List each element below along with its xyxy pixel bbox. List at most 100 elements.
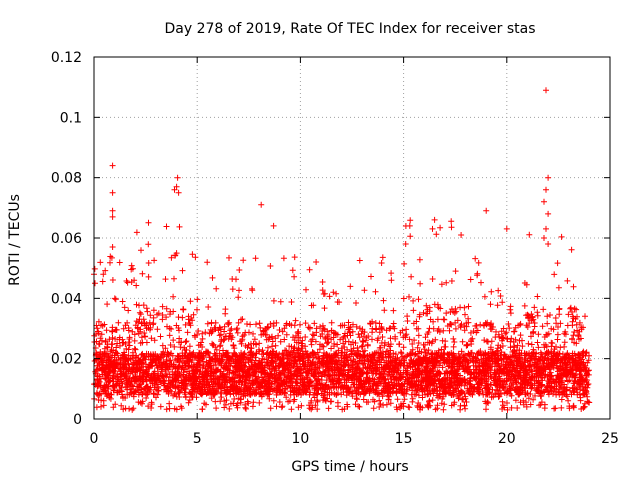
data-point xyxy=(472,255,479,262)
data-point xyxy=(163,305,170,312)
data-point xyxy=(517,352,524,359)
data-point xyxy=(498,328,505,335)
data-point xyxy=(528,311,535,318)
data-point xyxy=(151,337,158,344)
data-point xyxy=(448,278,455,284)
data-point xyxy=(420,354,427,361)
data-point xyxy=(580,392,587,398)
data-point xyxy=(448,224,455,231)
data-point xyxy=(176,370,183,377)
data-point xyxy=(400,369,407,376)
y-axis-title: ROTI / TECUs xyxy=(7,194,23,286)
data-point xyxy=(406,404,413,411)
data-point xyxy=(377,374,384,381)
data-point xyxy=(279,403,286,410)
data-point xyxy=(291,360,298,367)
data-point xyxy=(544,313,551,320)
data-point xyxy=(292,317,299,324)
data-point xyxy=(102,267,109,274)
data-point xyxy=(302,369,309,376)
data-point xyxy=(434,316,441,323)
data-point xyxy=(233,379,240,386)
data-point xyxy=(492,370,499,376)
data-point xyxy=(332,361,339,368)
data-point xyxy=(524,357,531,364)
data-point xyxy=(446,362,453,369)
data-point xyxy=(345,369,352,376)
data-point xyxy=(485,400,492,406)
data-point xyxy=(569,336,575,343)
data-point xyxy=(440,406,447,413)
data-point xyxy=(415,350,421,357)
data-point xyxy=(440,393,447,400)
data-point xyxy=(328,336,335,343)
data-point xyxy=(221,336,228,343)
data-point xyxy=(503,329,510,336)
data-point xyxy=(554,260,561,267)
data-point xyxy=(510,381,517,388)
data-point xyxy=(268,370,275,377)
data-point xyxy=(353,395,360,402)
data-point xyxy=(418,349,425,356)
data-point xyxy=(356,257,363,264)
data-point xyxy=(501,351,508,358)
data-point xyxy=(203,401,209,408)
data-point xyxy=(226,319,233,326)
data-point xyxy=(507,376,514,383)
data-point xyxy=(513,387,520,394)
data-point xyxy=(467,276,474,283)
data-point xyxy=(120,325,127,332)
data-point xyxy=(230,349,237,356)
data-point xyxy=(507,306,514,313)
data-point xyxy=(157,333,164,340)
data-point xyxy=(580,404,587,411)
data-point xyxy=(277,370,284,377)
data-point xyxy=(221,384,228,391)
data-point xyxy=(499,406,506,412)
data-point xyxy=(258,390,265,397)
data-point xyxy=(276,362,283,369)
data-point xyxy=(194,368,201,375)
data-point xyxy=(343,358,349,365)
data-point xyxy=(569,309,575,315)
data-point xyxy=(184,329,191,336)
data-point xyxy=(170,337,177,344)
data-point xyxy=(446,376,453,383)
data-point xyxy=(231,396,238,402)
data-point xyxy=(450,335,457,342)
data-point xyxy=(423,302,430,309)
data-point xyxy=(433,231,440,238)
data-point xyxy=(251,369,258,376)
data-point xyxy=(355,331,362,338)
data-point xyxy=(564,360,571,366)
data-point xyxy=(250,330,256,337)
data-point xyxy=(98,322,104,329)
data-point xyxy=(192,334,199,340)
data-point xyxy=(420,341,427,348)
data-point xyxy=(462,395,469,402)
data-point xyxy=(362,389,369,396)
data-point xyxy=(133,352,140,359)
data-point xyxy=(314,398,321,405)
data-point xyxy=(116,334,123,341)
data-point xyxy=(465,368,471,375)
data-point xyxy=(344,401,351,408)
data-point xyxy=(338,365,345,372)
data-point xyxy=(178,387,184,394)
data-point xyxy=(166,357,173,364)
data-point xyxy=(361,287,368,294)
data-point xyxy=(396,341,403,348)
data-point xyxy=(166,332,173,339)
data-point xyxy=(576,378,583,385)
data-point xyxy=(374,357,380,364)
data-point xyxy=(550,378,556,385)
data-point xyxy=(235,360,242,367)
data-point xyxy=(492,390,499,397)
data-point xyxy=(438,352,445,359)
data-point xyxy=(458,348,465,355)
data-point xyxy=(414,404,421,411)
data-point xyxy=(533,350,539,357)
data-point xyxy=(213,380,220,387)
data-point xyxy=(435,394,442,401)
data-point xyxy=(120,406,127,413)
